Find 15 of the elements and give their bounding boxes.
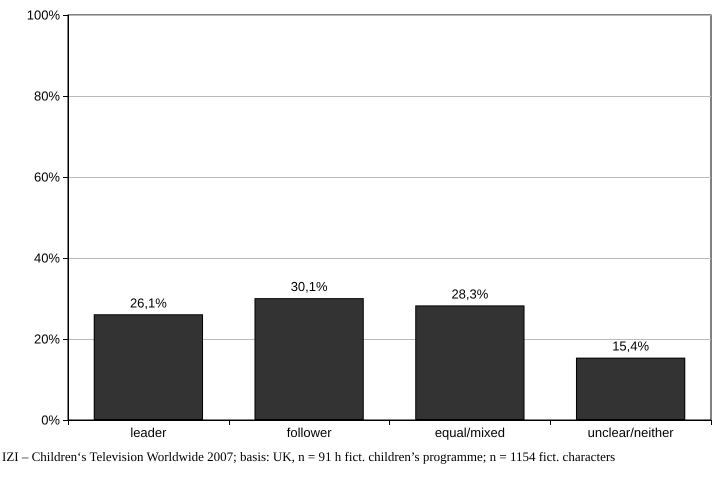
data-label: 26,1% xyxy=(130,295,168,310)
data-label: 30,1% xyxy=(290,279,328,294)
x-tick-label: leader xyxy=(130,425,168,440)
y-tick-label: 20% xyxy=(34,332,60,346)
y-tick-label: 60% xyxy=(34,170,60,184)
x-tick-label: equal/mixed xyxy=(434,425,505,440)
x-tick-label: unclear/neither xyxy=(588,425,674,440)
text: IZI – Children‘s Television Worldwide 2007; basis: UK, n = 91 h fict. children’s programme; n = 1154 fict. characters xyxy=(2,448,616,465)
y-tick-label: 100% xyxy=(26,8,60,22)
y-tick-label: 80% xyxy=(34,88,60,104)
x-tick-label: follower xyxy=(286,425,332,440)
data-label: 28,3% xyxy=(451,286,489,302)
y-tick-label: 0% xyxy=(41,412,60,428)
y-tick-label: 40% xyxy=(34,250,60,266)
data-label: 15,4% xyxy=(612,338,650,354)
